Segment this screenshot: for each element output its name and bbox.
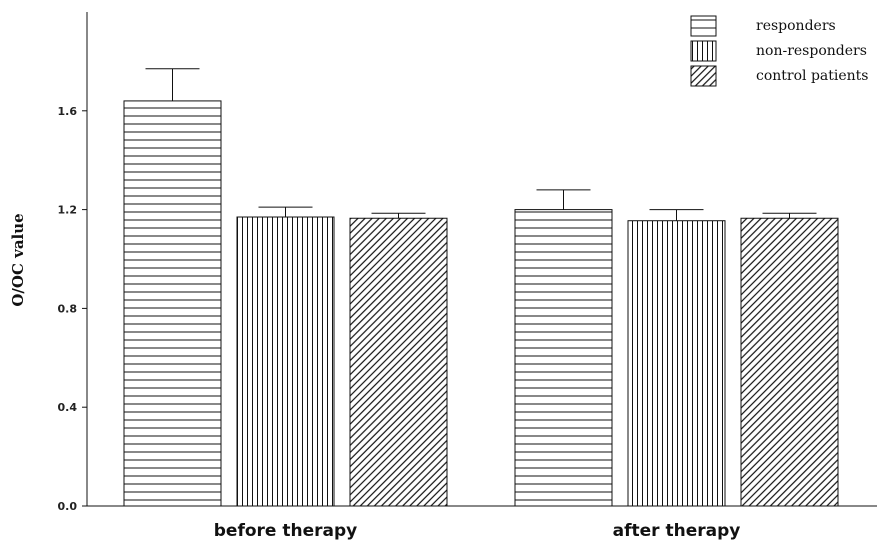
legend-swatch-non-responders — [690, 40, 717, 62]
error-bars-group — [145, 68, 817, 221]
y-tick-label: 1.2 — [58, 204, 78, 217]
y-tick-label: 0.0 — [58, 500, 78, 513]
legend: responders non-responders control patients — [690, 15, 869, 87]
legend-swatch-responders — [690, 15, 717, 37]
legend-swatch-control-patients — [690, 65, 717, 87]
bar-control-patients-after-therapy — [740, 217, 839, 507]
bar-non-responders-after-therapy — [627, 220, 726, 507]
y-ticks-group: 0.0 0.4 0.8 1.2 1.6 — [58, 105, 87, 513]
legend-label: non-responders — [756, 43, 867, 59]
bars-group — [123, 100, 839, 507]
bar-responders-before-therapy — [123, 100, 222, 507]
bar-non-responders-before-therapy — [236, 216, 335, 507]
bar-responders-after-therapy — [514, 209, 613, 507]
category-labels-group: before therapy after therapy — [214, 521, 741, 541]
y-tick-label: 0.8 — [58, 302, 78, 315]
y-tick-label: 0.4 — [58, 401, 78, 414]
legend-label: responders — [756, 18, 836, 34]
category-label: after therapy — [613, 521, 741, 541]
category-label: before therapy — [214, 521, 357, 541]
y-axis-label: O/OC value — [9, 213, 27, 306]
legend-label: control patients — [756, 68, 869, 84]
bar-control-patients-before-therapy — [349, 217, 448, 507]
y-tick-label: 1.6 — [58, 105, 78, 118]
